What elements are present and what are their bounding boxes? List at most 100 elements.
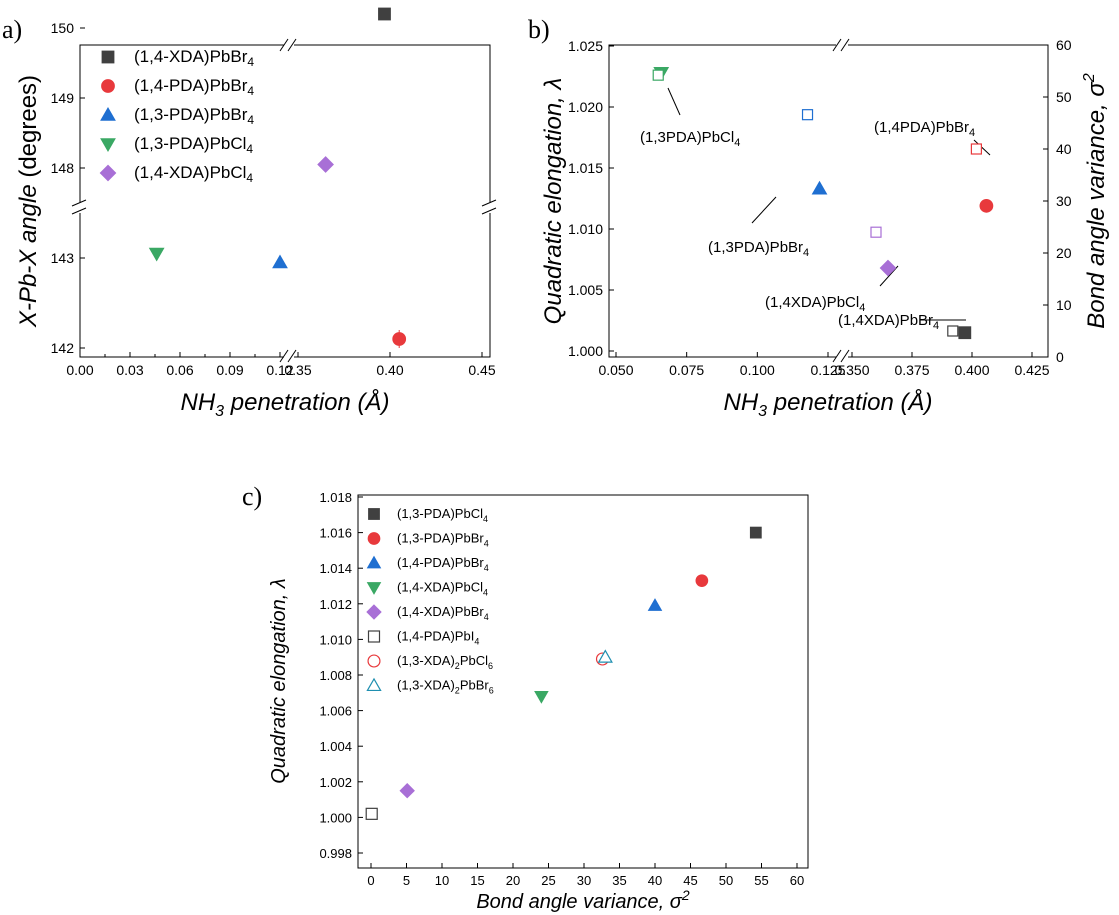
y-tick-label: 142 xyxy=(51,340,75,356)
x-tick-label: 50 xyxy=(719,873,733,888)
y2-tick-label: 40 xyxy=(1056,141,1072,157)
legend-marker xyxy=(366,582,382,595)
x-tick-label: 0.06 xyxy=(166,362,193,378)
y-tick-label: 149 xyxy=(51,90,75,106)
chart-c-legend: (1,3-PDA)PbCl4 (1,3-PDA)PbBr4 (1,4-PDA)PbB… xyxy=(366,506,494,696)
data-point-lambda xyxy=(958,326,972,340)
chart-c-frame xyxy=(357,494,809,869)
annotation-14xda-pbcl4: (1,4XDA)PbCl4 xyxy=(765,294,865,314)
x-tick-label: 15 xyxy=(470,873,484,888)
y-tick-label: 1.000 xyxy=(568,343,603,359)
panel-label-c: c) xyxy=(242,482,262,511)
y-tick-label: 150 xyxy=(51,20,75,36)
chart-b-annotations: (1,3PDA)PbCl4 (1,3PDA)PbBr4 (1,4PDA)PbBr… xyxy=(640,119,975,332)
legend-marker xyxy=(99,164,117,182)
y-tick-label: 1.016 xyxy=(319,526,352,541)
x-tick-label: 30 xyxy=(577,873,591,888)
data-point xyxy=(597,649,613,663)
chart-a-points xyxy=(148,7,407,348)
data-point xyxy=(534,691,549,704)
y-tick-label: 1.006 xyxy=(319,704,352,719)
data-point xyxy=(378,7,391,21)
chart-a-y-axis-label: X-Pb-X angle (degrees) xyxy=(15,75,42,328)
x-tick-label: 0.125 xyxy=(810,362,845,378)
legend-marker xyxy=(367,532,381,545)
legend-entry: (1,4-XDA)PbCl4 xyxy=(397,580,488,598)
legend-entry: (1,4-XDA)PbBr4 xyxy=(397,604,489,622)
x-tick-label: 0.375 xyxy=(894,362,929,378)
x-tick-label: 35 xyxy=(612,873,626,888)
legend-entry: (1,3-XDA)2PbCl6 xyxy=(397,653,493,671)
x-tick-label: 0.100 xyxy=(740,362,775,378)
data-point-sigma2 xyxy=(947,325,959,337)
legend-entry: (1,3-PDA)PbCl4 xyxy=(134,134,253,156)
y-tick-label: 0.998 xyxy=(319,846,352,861)
y2-tick-label: 60 xyxy=(1056,37,1072,53)
y-tick-label: 1.008 xyxy=(319,668,352,683)
x-tick-label: 45 xyxy=(683,873,697,888)
y-tick-label: 1.000 xyxy=(319,810,352,825)
y-tick-label: 1.010 xyxy=(319,632,352,647)
legend-marker xyxy=(101,79,115,93)
legend-marker xyxy=(366,555,382,569)
y2-tick-label: 10 xyxy=(1056,297,1072,313)
chart-c-ticks: 0 5 10 15 20 25 30 35 40 45 50 55 60 0.998 1.000 1.002 1… xyxy=(319,490,804,888)
chart-a-x-break xyxy=(279,38,297,364)
legend-entry: (1,4-PDA)PbBr4 xyxy=(134,76,254,98)
data-point-sigma2 xyxy=(970,143,983,155)
chart-b-x-break xyxy=(832,38,850,364)
chart-a-legend: (1,4-XDA)PbBr4 (1,4-PDA)PbBr4 (1,3-PDA)PbB… xyxy=(99,47,254,185)
x-tick-label: 25 xyxy=(541,873,555,888)
y2-tick-label: 20 xyxy=(1056,245,1072,261)
x-tick-label: 0.45 xyxy=(468,362,495,378)
data-point-lambda xyxy=(811,180,828,195)
legend-marker xyxy=(366,677,382,692)
chart-b-points xyxy=(652,67,994,340)
x-tick-label: 0.09 xyxy=(216,362,243,378)
annotation-14xda-pbbr4: (1,4XDA)PbBr4 xyxy=(838,312,939,332)
annotation-13pda-pbbr4: (1,3PDA)PbBr4 xyxy=(708,239,809,259)
data-point-sigma2 xyxy=(801,109,814,121)
x-tick-label: 60 xyxy=(790,873,804,888)
x-tick-label: 0.350 xyxy=(834,362,869,378)
y-tick-label: 1.002 xyxy=(319,775,352,790)
data-point-sigma2 xyxy=(870,226,882,238)
legend-marker xyxy=(101,50,115,64)
y-tick-label: 1.004 xyxy=(319,739,352,754)
chart-c-y-axis-label: Quadratic elongation, λ xyxy=(268,578,290,784)
annotation-14pda-pbbr4: (1,4PDA)PbBr4 xyxy=(874,119,975,139)
chart-b-annotation-leaders xyxy=(667,87,991,321)
leader-13pda-pbbr4 xyxy=(751,196,777,224)
x-tick-label: 0.40 xyxy=(376,362,403,378)
chart-b-y-axis-label: Quadratic elongation, λ xyxy=(540,78,567,325)
y-tick-label: 1.005 xyxy=(568,282,603,298)
legend-entry: (1,4-PDA)PbBr4 xyxy=(397,555,489,573)
x-tick-label: 40 xyxy=(648,873,662,888)
data-point xyxy=(317,156,334,173)
chart-a-ticks: 0.00 0.03 0.06 0.09 0.120.35 0.40 0.45 142 143 14… xyxy=(51,20,496,378)
chart-b-x-axis-label: NH3 penetration (Å) xyxy=(724,388,933,420)
y-tick-label: 1.018 xyxy=(319,490,352,505)
y2-tick-label: 50 xyxy=(1056,89,1072,105)
data-point xyxy=(272,254,288,269)
data-point xyxy=(365,807,378,820)
legend-marker xyxy=(368,508,380,520)
data-point xyxy=(399,782,415,799)
legend-entry: (1,3-PDA)PbBr4 xyxy=(134,105,254,127)
chart-a-y-break xyxy=(71,199,497,215)
x-tick-label: 0.35 xyxy=(284,362,311,378)
y-tick-label: 1.010 xyxy=(568,221,603,237)
data-point xyxy=(647,598,663,611)
legend-entry: (1,4-PDA)PbI4 xyxy=(397,629,479,647)
x-tick-label: 0 xyxy=(367,873,374,888)
legend-marker xyxy=(366,604,382,620)
x-tick-label: 0.050 xyxy=(598,362,633,378)
chart-c: 0 5 10 15 20 25 30 35 40 45 50 55 60 0.998 1.000 1.002 1… xyxy=(268,490,809,913)
x-tick-label: 0.03 xyxy=(116,362,143,378)
data-point-lambda xyxy=(979,198,994,213)
chart-c-points xyxy=(365,526,762,820)
annotation-13pda-pbcl4: (1,3PDA)PbCl4 xyxy=(640,129,740,149)
legend-marker xyxy=(100,138,116,153)
